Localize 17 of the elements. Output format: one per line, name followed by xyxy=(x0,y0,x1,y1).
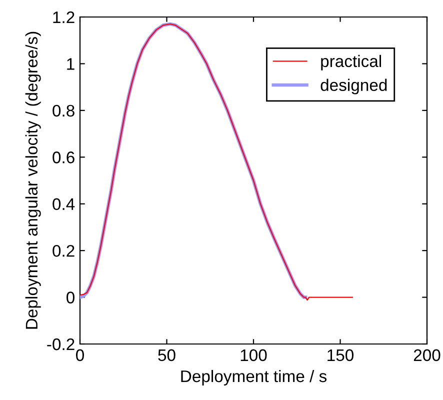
legend-label: practical xyxy=(321,54,382,70)
x-axis-title: Deployment time / s xyxy=(181,370,327,386)
y-axis-title: Deployment angular velocity / (degree/s) xyxy=(25,32,41,329)
y-tick-label: -0.2 xyxy=(47,338,74,350)
x-tick-label: 100 xyxy=(240,349,267,362)
y-tick-label: 0.2 xyxy=(52,244,74,257)
x-tick-label: 50 xyxy=(158,349,176,362)
y-tick-label: 0.4 xyxy=(52,198,75,210)
y-tick-label: 1 xyxy=(67,58,74,70)
x-tick-label: 150 xyxy=(328,349,354,362)
x-tick-label: 200 xyxy=(414,349,440,362)
y-tick-label: 1.2 xyxy=(53,11,74,24)
y-tick-label: 0.6 xyxy=(52,152,74,164)
y-tick-label: 0 xyxy=(66,292,74,304)
x-tick-label: 0 xyxy=(76,349,84,362)
y-tick-label: 0.8 xyxy=(52,104,74,117)
legend-label: designed xyxy=(320,78,387,94)
